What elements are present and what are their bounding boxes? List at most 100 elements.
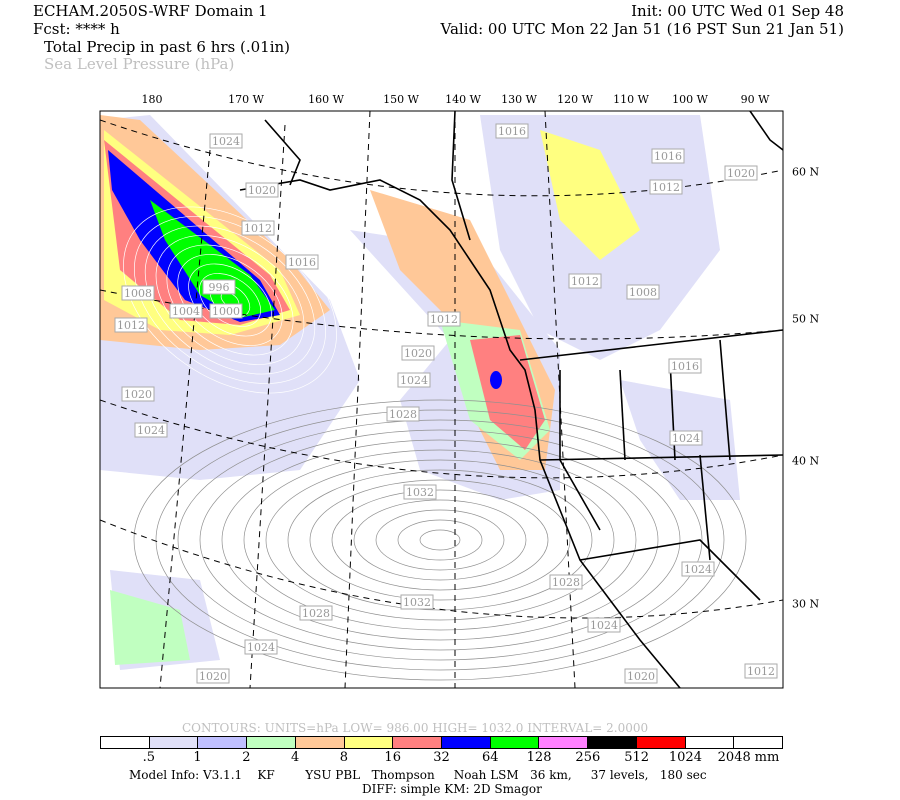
pressure-label: 1024 <box>684 563 712 576</box>
isobar <box>375 509 505 571</box>
pressure-label-box <box>134 422 168 438</box>
longitude-label: 110 W <box>613 93 649 106</box>
scale-label: 1 <box>193 750 202 765</box>
pressure-label-box <box>241 220 275 236</box>
pressure-label: 996 <box>209 281 230 294</box>
scale-label: 2 <box>242 750 251 765</box>
longitude-label: 160 W <box>308 93 344 106</box>
longitude-label: 140 W <box>445 93 481 106</box>
pressure-label-box <box>285 254 319 270</box>
model-info: Model Info: V3.1.1 KF YSU PBL Thompson N… <box>129 768 707 782</box>
isobar <box>397 519 483 561</box>
forecast-hour: Fcst: **** h <box>33 20 120 38</box>
pressure-label: 1016 <box>288 256 316 269</box>
pressure-label: 1028 <box>552 576 580 589</box>
color-swatch <box>734 737 783 748</box>
isobar <box>166 244 294 356</box>
pressure-label-box <box>397 372 431 388</box>
pressure-label: 1020 <box>199 670 227 683</box>
latitude-label: 50 N <box>792 312 820 326</box>
isobar <box>123 206 337 394</box>
model-title: ECHAM.2050S-WRF Domain 1 <box>33 2 268 20</box>
valid-time: Valid: 00 UTC Mon 22 Jan 51 (16 PST Sun … <box>440 20 844 38</box>
pressure-label: 1016 <box>498 125 526 138</box>
pressure-label-box <box>400 594 434 610</box>
pressure-label-box <box>495 123 529 139</box>
pressure-label: 1020 <box>248 184 276 197</box>
color-swatch <box>101 737 150 748</box>
pressure-label-box <box>209 133 243 149</box>
isobar <box>177 254 283 346</box>
isobar <box>155 409 725 671</box>
longitude-label: 130 W <box>501 93 537 106</box>
pressure-label-box <box>669 430 703 446</box>
pressure-label: 1020 <box>627 670 655 683</box>
color-swatch <box>344 737 394 748</box>
pressure-label: 1000 <box>212 305 240 318</box>
pressure-label: 1028 <box>389 408 417 421</box>
pressure-label-box <box>386 406 420 422</box>
isobar <box>199 429 681 651</box>
isobar <box>243 449 637 631</box>
scale-label: .5 <box>142 750 155 765</box>
contour-info: CONTOURS: UNITS=hPa LOW= 986.00 HIGH= 10… <box>182 721 649 735</box>
color-swatch <box>393 737 443 748</box>
pressure-label: 1020 <box>404 347 432 360</box>
isobar <box>353 499 527 581</box>
color-swatch <box>149 737 199 748</box>
map-frame <box>99 110 784 689</box>
pressure-label: 1016 <box>671 360 699 373</box>
pressure-label-box <box>651 148 685 164</box>
pressure-label-box <box>401 345 435 361</box>
scale-label: 8 <box>339 750 349 765</box>
pressure-label: 1004 <box>172 305 200 318</box>
scale-label: 2048 <box>717 750 751 765</box>
color-swatch <box>539 737 589 748</box>
scale-label: 4 <box>291 750 300 765</box>
pressure-label: 1008 <box>629 286 657 299</box>
pressure-label-box <box>681 561 715 577</box>
color-swatch <box>295 737 345 748</box>
precip-area-green <box>110 590 190 665</box>
precip-max-blue <box>490 371 502 389</box>
pressure-label: 1008 <box>124 287 152 300</box>
longitude-label: 90 W <box>740 93 770 106</box>
pressure-label: 1020 <box>124 388 152 401</box>
pressure-label: 1012 <box>747 665 775 678</box>
pressure-label: 1012 <box>652 181 680 194</box>
scale-label: 32 <box>433 750 450 765</box>
longitude-label: 150 W <box>383 93 419 106</box>
pressure-label: 1024 <box>137 424 165 437</box>
pressure-label-box <box>403 484 437 500</box>
precip-color-scale <box>100 736 783 749</box>
scale-label: 256 <box>575 750 601 765</box>
isobar <box>309 479 571 601</box>
latitude-label: 40 N <box>792 454 820 468</box>
pressure-label-box <box>299 605 333 621</box>
isobar <box>287 469 593 611</box>
pressure-label-box <box>245 182 279 198</box>
pressure-label-box <box>121 386 155 402</box>
isobar <box>177 419 703 661</box>
pressure-label-box <box>209 303 243 319</box>
pressure-label-box <box>427 311 461 327</box>
isobar <box>188 263 272 337</box>
pressure-label: 1024 <box>212 135 240 148</box>
pressure-label-box <box>744 663 778 679</box>
color-swatch <box>247 737 296 748</box>
scale-label: 1024 <box>668 750 702 765</box>
longitude-label: 180 <box>141 93 163 106</box>
pressure-label-box <box>169 303 203 319</box>
latitude-label: 60 N <box>792 165 820 179</box>
pressure-label-box <box>121 285 155 301</box>
precip-area-red <box>470 335 545 450</box>
precip-area-green <box>150 200 275 318</box>
longitude-label: 100 W <box>672 93 708 106</box>
pressure-label-box <box>244 639 278 655</box>
isobar <box>331 489 549 591</box>
scale-label: 16 <box>384 750 401 765</box>
pressure-label: 1012 <box>571 275 599 288</box>
pressure-label: 1024 <box>247 641 275 654</box>
pressure-label: 1028 <box>302 607 330 620</box>
